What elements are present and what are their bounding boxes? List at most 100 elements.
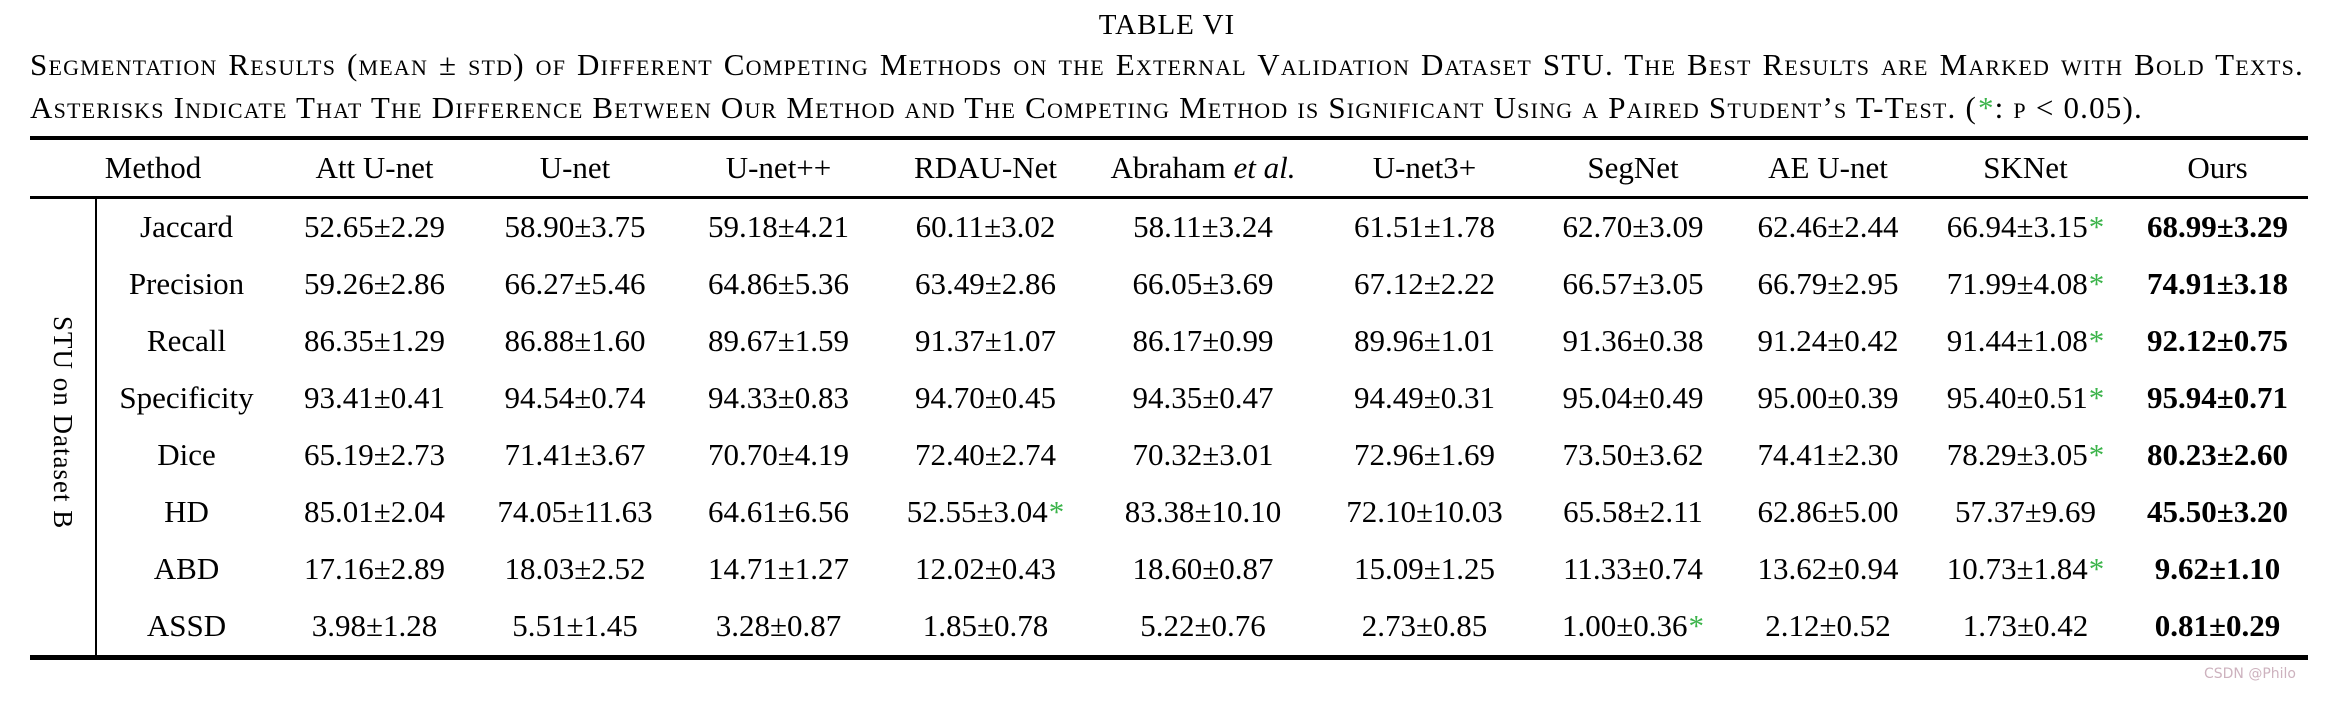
value-cell: 65.58±2.11 [1534,484,1732,541]
value-cell: 66.94±3.15* [1924,197,2127,256]
metric-value: 86.17±0.99 [1132,323,1274,359]
value-cell: 95.04±0.49 [1534,370,1732,427]
value-cell: 52.55±3.04* [880,484,1091,541]
value-cell: 86.35±1.29 [276,313,473,370]
metric-value: 12.02±0.43 [914,551,1056,587]
metric-value: 74.05±11.63 [497,494,653,530]
value-cell: 89.67±1.59 [677,313,880,370]
metric-value: 72.10±10.03 [1346,494,1503,530]
metric-value: 11.33±0.74 [1563,551,1703,587]
metric-value: 67.12±2.22 [1353,266,1495,302]
significance-star: * [2088,323,2105,359]
metric-value: 1.00±0.36 [1561,608,1688,644]
metric-value: 45.50±3.20 [2146,494,2288,530]
value-cell: 13.62±0.94 [1732,541,1924,598]
table-row: HD 85.01±2.04 74.05±11.63 64.61±6.56 52.55±3… [30,484,2308,541]
significance-star: * [1688,608,1705,644]
value-cell: 58.90±3.75 [473,197,677,256]
metric-value: 10.73±1.84 [1946,551,2088,587]
value-cell: 70.70±4.19 [677,427,880,484]
value-cell: 1.73±0.42 [1924,598,2127,658]
col-header-ours: Ours [2187,149,2248,185]
metric-value: 89.96±1.01 [1353,323,1495,359]
value-cell: 72.40±2.74 [880,427,1091,484]
value-cell: 95.40±0.51* [1924,370,2127,427]
watermark: CSDN @Philo [2203,666,2296,682]
col-header-att-u-net: Att U-net [315,149,434,185]
value-cell: 73.50±3.62 [1534,427,1732,484]
metric-value: 64.61±6.56 [707,494,849,530]
metric-value: 58.90±3.75 [504,209,646,245]
metric-value: 52.55±3.04 [906,494,1048,530]
metric-value: 62.46±2.44 [1757,209,1899,245]
value-cell: 94.33±0.83 [677,370,880,427]
metric-label: ABD [153,551,220,587]
value-cell: 72.96±1.69 [1315,427,1534,484]
value-cell: 59.18±4.21 [677,197,880,256]
value-cell: 78.29±3.05* [1924,427,2127,484]
metric-value: 95.00±0.39 [1757,380,1899,416]
metric-value: 70.70±4.19 [707,437,849,473]
value-cell: 45.50±3.20 [2127,484,2308,541]
metric-value: 73.50±3.62 [1562,437,1704,473]
row-group-cell: STU on Dataset B [30,197,97,658]
col-header-method: Method [104,149,202,185]
value-cell: 71.99±4.08* [1924,256,2127,313]
metric-value: 66.79±2.95 [1757,266,1899,302]
table-row: Precision 59.26±2.86 66.27±5.46 64.86±5.36 6… [30,256,2308,313]
caption-text-after: : p < 0.05). [1994,89,2143,125]
value-cell: 95.94±0.71 [2127,370,2308,427]
metric-value: 18.60±0.87 [1132,551,1274,587]
value-cell: 94.49±0.31 [1315,370,1534,427]
value-cell: 94.54±0.74 [473,370,677,427]
metric-value: 5.22±0.76 [1140,608,1266,644]
metric-value: 60.11±3.02 [915,209,1056,245]
value-cell: 64.61±6.56 [677,484,880,541]
metric-value: 1.73±0.42 [1962,608,2089,644]
metric-value: 93.41±0.41 [303,380,445,416]
metric-value: 59.26±2.86 [303,266,445,302]
metric-value: 72.40±2.74 [914,437,1056,473]
metric-value: 94.33±0.83 [707,380,849,416]
metric-value: 91.36±0.38 [1562,323,1704,359]
value-cell: 60.11±3.02 [880,197,1091,256]
value-cell: 57.37±9.69 [1924,484,2127,541]
value-cell: 86.17±0.99 [1091,313,1315,370]
metric-value: 65.19±2.73 [303,437,445,473]
metric-value: 66.57±3.05 [1562,266,1704,302]
metric-value: 66.94±3.15 [1946,209,2088,245]
results-table: Method Att U-net U-net U-net++ RDAU-Net Abrah… [30,135,2308,660]
metric-value: 94.35±0.47 [1132,380,1274,416]
value-cell: 91.44±1.08* [1924,313,2127,370]
metric-value: 2.12±0.52 [1765,608,1891,644]
value-cell: 9.62±1.10 [2127,541,2308,598]
col-header-u-net3+: U-net3+ [1372,149,1477,185]
metric-value: 74.41±2.30 [1757,437,1899,473]
value-cell: 63.49±2.86 [880,256,1091,313]
value-cell: 18.60±0.87 [1091,541,1315,598]
value-cell: 74.41±2.30 [1732,427,1924,484]
significance-star: * [2088,380,2105,416]
value-cell: 66.57±3.05 [1534,256,1732,313]
value-cell: 3.28±0.87 [677,598,880,658]
metric-value: 3.28±0.87 [715,608,842,644]
value-cell: 83.38±10.10 [1091,484,1315,541]
col-header-ae-u-net: AE U-net [1768,149,1888,185]
value-cell: 91.37±1.07 [880,313,1091,370]
metric-value: 91.24±0.42 [1757,323,1899,359]
metric-value: 80.23±2.60 [2146,437,2288,473]
metric-value: 64.86±5.36 [707,266,849,302]
value-cell: 70.32±3.01 [1091,427,1315,484]
metric-value: 58.11±3.24 [1133,209,1273,245]
metric-value: 68.99±3.29 [2146,209,2288,245]
value-cell: 58.11±3.24 [1091,197,1315,256]
value-cell: 86.88±1.60 [473,313,677,370]
value-cell: 71.41±3.67 [473,427,677,484]
value-cell: 2.73±0.85 [1315,598,1534,658]
metric-value: 9.62±1.10 [2154,551,2281,587]
col-header-abraham-et-al: Abraham et al. [1110,149,1296,185]
table-row: Recall 86.35±1.29 86.88±1.60 89.67±1.59 91.3… [30,313,2308,370]
metric-value: 94.49±0.31 [1353,380,1495,416]
value-cell: 62.46±2.44 [1732,197,1924,256]
metric-value: 86.88±1.60 [504,323,646,359]
